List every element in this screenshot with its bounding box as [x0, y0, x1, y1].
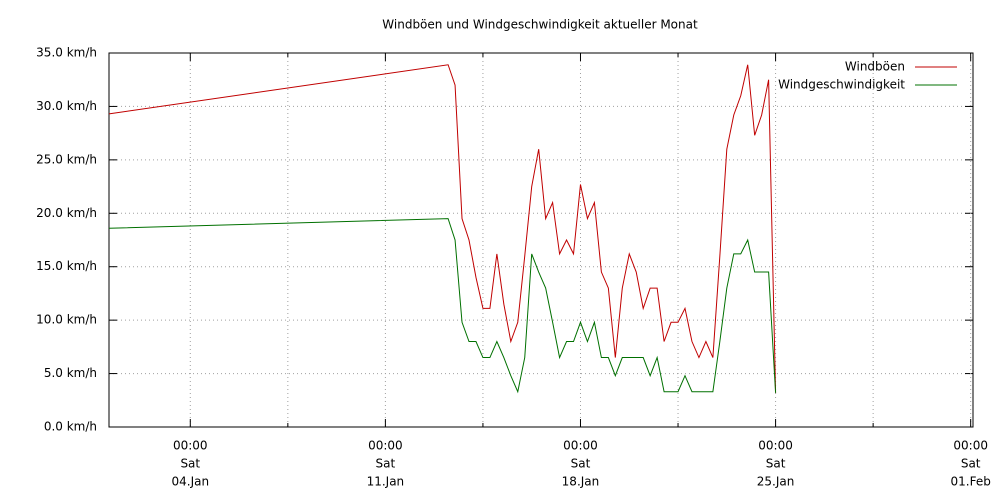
- y-tick-label: 0.0 km/h: [44, 420, 97, 434]
- x-tick-label: 01.Feb: [951, 475, 991, 489]
- chart-title: Windböen und Windgeschwindigkeit aktuell…: [382, 18, 698, 32]
- x-tick-label: Sat: [961, 457, 981, 471]
- legend-label: Windgeschwindigkeit: [778, 78, 905, 92]
- x-tick-label: 04.Jan: [171, 475, 209, 489]
- x-tick-label: Sat: [766, 457, 786, 471]
- x-tick-label: 00:00: [563, 439, 598, 453]
- x-tick-label: 25.Jan: [757, 475, 795, 489]
- y-tick-label: 10.0 km/h: [36, 313, 97, 327]
- data-line: [108, 64, 777, 393]
- y-tick-label: 20.0 km/h: [36, 206, 97, 220]
- plot-frame: [108, 52, 974, 428]
- x-tick-label: Sat: [376, 457, 396, 471]
- x-tick-label: 00:00: [368, 439, 403, 453]
- y-tick-label: 35.0 km/h: [36, 46, 97, 60]
- x-tick-label: 11.Jan: [367, 475, 405, 489]
- x-tick-label: 00:00: [173, 439, 208, 453]
- x-tick-label: 00:00: [953, 439, 988, 453]
- y-tick-label: 25.0 km/h: [36, 152, 97, 166]
- legend-label: Windböen: [845, 60, 905, 74]
- x-tick-label: Sat: [571, 457, 591, 471]
- y-tick-label: 5.0 km/h: [44, 366, 97, 380]
- y-tick-label: 15.0 km/h: [36, 259, 97, 273]
- data-line: [108, 218, 777, 394]
- x-tick-label: Sat: [180, 457, 200, 471]
- x-tick-label: 00:00: [758, 439, 793, 453]
- y-tick-label: 30.0 km/h: [36, 99, 97, 113]
- x-tick-label: 18.Jan: [562, 475, 600, 489]
